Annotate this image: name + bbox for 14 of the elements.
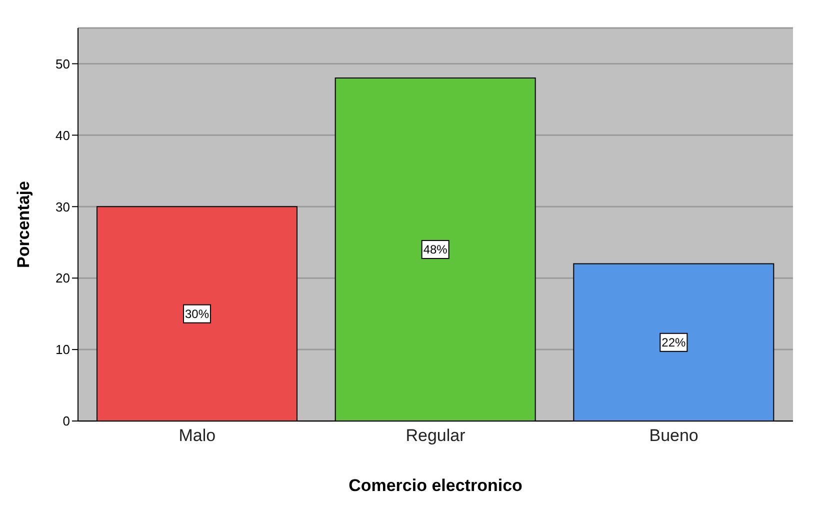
- data-label: 22%: [662, 335, 686, 350]
- y-axis-title: Porcentaje: [14, 181, 34, 268]
- data-label: 30%: [184, 306, 210, 321]
- y-tick-label: 40: [56, 128, 70, 143]
- data-label: 48%: [423, 242, 448, 257]
- y-tick-label: 20: [56, 270, 70, 286]
- x-tick-label: Bueno: [649, 426, 698, 446]
- y-tick-label: 30: [56, 199, 70, 214]
- x-tick-label: Malo: [178, 426, 216, 446]
- x-tick-label: Regular: [406, 426, 466, 446]
- y-tick-label: 50: [56, 56, 70, 72]
- y-tick-label: 10: [56, 342, 70, 358]
- x-axis-title: Comercio electronico: [348, 476, 522, 495]
- y-tick-label: 0: [62, 414, 70, 429]
